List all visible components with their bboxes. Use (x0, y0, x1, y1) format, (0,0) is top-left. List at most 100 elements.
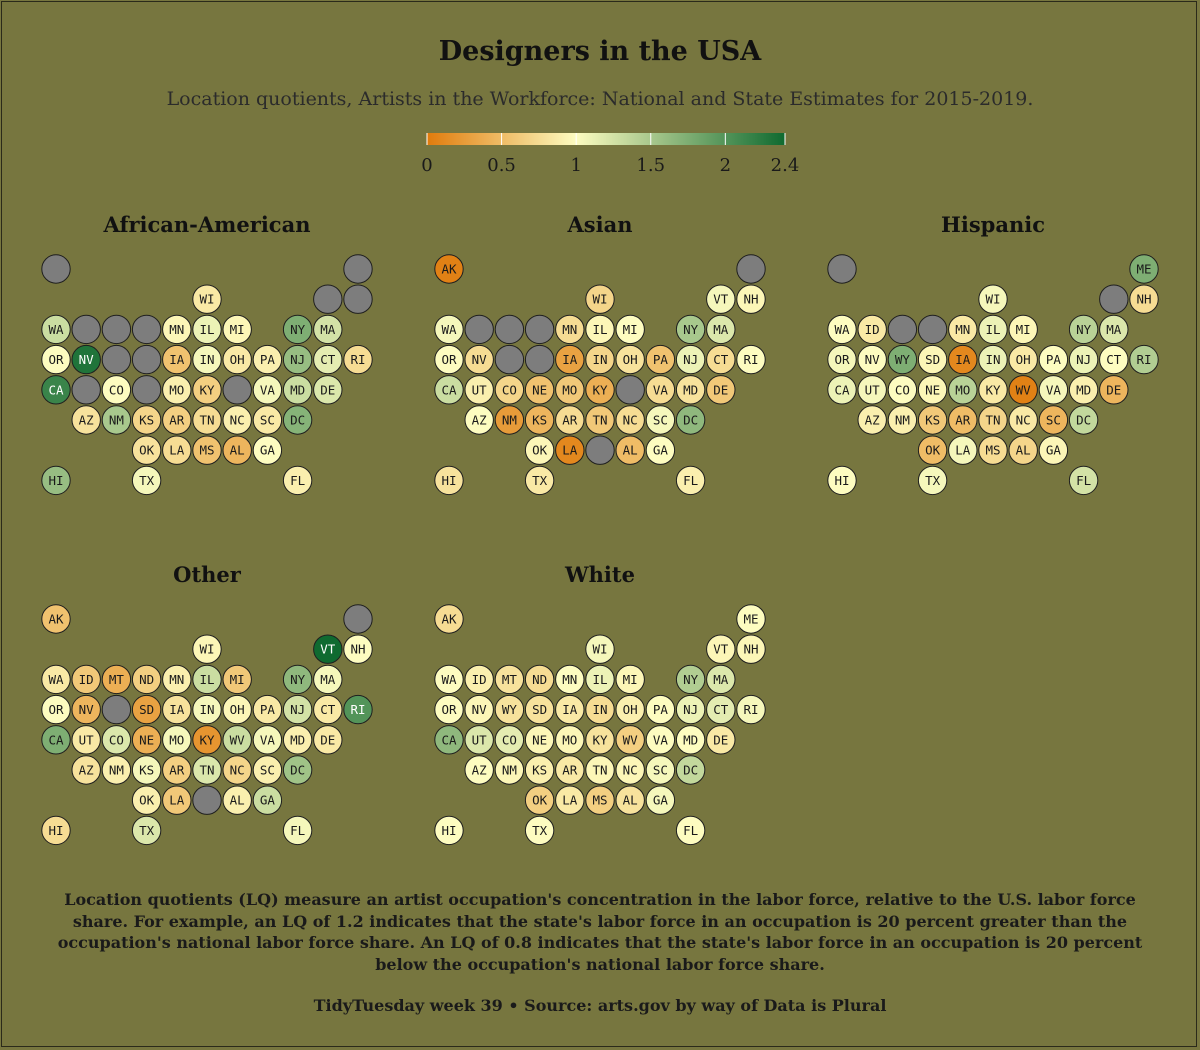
state-tile-wv (222, 725, 252, 755)
state-label-al: AL (1016, 443, 1031, 458)
state-label-la: LA (169, 443, 185, 458)
state-tile-wv (222, 375, 252, 405)
state-tile-il (192, 664, 222, 695)
state-label-sc: SC (1046, 413, 1061, 428)
state-label-wv: WV (1016, 382, 1032, 397)
source-credit: TidyTuesday week 39 • Source: arts.gov b… (313, 996, 887, 1015)
state-tile-vt (706, 634, 736, 664)
state-tile-sd (917, 344, 948, 375)
state-tile-az (857, 405, 887, 435)
state-tile-nc (222, 755, 252, 785)
state-tile-mt (101, 314, 132, 345)
state-tile-nh (736, 634, 766, 664)
state-label-tn: TN (592, 763, 607, 778)
state-tile-nv (464, 344, 494, 375)
state-tile-az (71, 755, 101, 785)
state-tile-nh (736, 284, 766, 314)
state-tile-nm (101, 755, 132, 785)
state-label-ms: MS (985, 443, 1000, 458)
state-label-pa: PA (653, 352, 669, 367)
state-label-az: AZ (472, 413, 488, 428)
state-tile-ri (343, 344, 373, 375)
state-tile-al (1008, 435, 1038, 465)
state-tile-wv (1008, 375, 1038, 405)
state-label-mn: MN (955, 322, 970, 337)
state-label-hi: HI (834, 473, 849, 488)
state-tile-ga (252, 785, 283, 815)
state-tile-il (585, 314, 615, 345)
state-label-wi: WI (985, 292, 1000, 307)
state-tile-ri (343, 694, 373, 725)
state-label-ct: CT (713, 702, 729, 717)
state-tile-ma (313, 314, 343, 345)
state-tile-id (71, 314, 101, 345)
state-tile-de (1099, 375, 1129, 405)
state-tile-ar (555, 405, 585, 435)
state-tile-ms (585, 785, 615, 815)
state-tile-sd (131, 344, 162, 375)
state-label-ok: OK (925, 443, 941, 458)
state-tile-md (282, 375, 313, 405)
state-tile-ak (41, 254, 71, 284)
state-tile-de (706, 375, 736, 405)
state-tile-wv (615, 375, 645, 405)
state-tile-nd (524, 314, 555, 345)
state-tile-va (252, 375, 283, 405)
color-legend: 0 0.5 1 1.5 2 2.4 (421, 133, 799, 176)
state-label-nm: NM (502, 763, 517, 778)
state-label-nh: NH (1136, 292, 1151, 307)
state-tile-mt (494, 664, 525, 695)
state-tile-mt (494, 314, 525, 345)
state-tile-tn (192, 755, 222, 785)
panel-title-hispanic: Hispanic (941, 212, 1045, 237)
state-label-oh: OH (230, 352, 245, 367)
state-label-nm: NM (895, 413, 910, 428)
state-label-va: VA (653, 382, 669, 397)
state-label-il: IL (985, 322, 1000, 337)
state-tile-ny (282, 314, 313, 345)
state-tile-wi (585, 634, 615, 664)
state-tile-mn (948, 314, 978, 345)
state-tile-in (585, 344, 615, 375)
state-tile-ms (978, 435, 1008, 465)
state-label-mn: MN (169, 322, 184, 337)
state-tile-nc (1008, 405, 1038, 435)
state-label-or: OR (48, 352, 64, 367)
state-label-ri: RI (743, 352, 758, 367)
state-label-nv: NV (79, 702, 95, 717)
state-label-ar: AR (169, 763, 185, 778)
state-tile-ga (252, 435, 283, 465)
state-label-nh: NH (350, 642, 365, 657)
state-label-ks: KS (925, 413, 940, 428)
state-tile-nv (857, 344, 887, 375)
state-tile-ne (524, 375, 555, 405)
state-label-id: ID (472, 672, 487, 687)
state-label-az: AZ (79, 413, 95, 428)
state-label-ga: GA (260, 793, 276, 808)
state-tile-tn (585, 405, 615, 435)
state-label-tx: TX (139, 823, 155, 838)
state-label-nj: NJ (683, 702, 698, 717)
state-tile-wa (434, 664, 464, 695)
state-label-oh: OH (230, 702, 245, 717)
state-tile-sd (524, 694, 555, 725)
state-label-ut: UT (472, 732, 488, 747)
state-tile-hi (41, 815, 71, 846)
state-label-ky: KY (985, 382, 1001, 397)
state-tile-az (464, 755, 494, 785)
state-label-vt: VT (713, 292, 729, 307)
state-label-mt: MT (109, 672, 125, 687)
state-tile-nj (282, 694, 313, 725)
state-tile-wy (887, 344, 918, 375)
state-label-tx: TX (925, 473, 941, 488)
state-label-sd: SD (139, 702, 154, 717)
state-tile-mi (1008, 314, 1038, 345)
state-label-pa: PA (260, 352, 276, 367)
tile-map-panel: AK WI VT NH WA MN IL MI NY MA OR NV IA IN OH PA NJ CT RI CA… (434, 254, 766, 496)
state-label-ms: MS (592, 793, 607, 808)
state-tile-ne (524, 725, 555, 755)
state-tile-ia (948, 344, 978, 375)
state-tile-wy (494, 694, 525, 725)
state-tile-nh (343, 634, 373, 664)
state-tile-ct (706, 694, 736, 725)
